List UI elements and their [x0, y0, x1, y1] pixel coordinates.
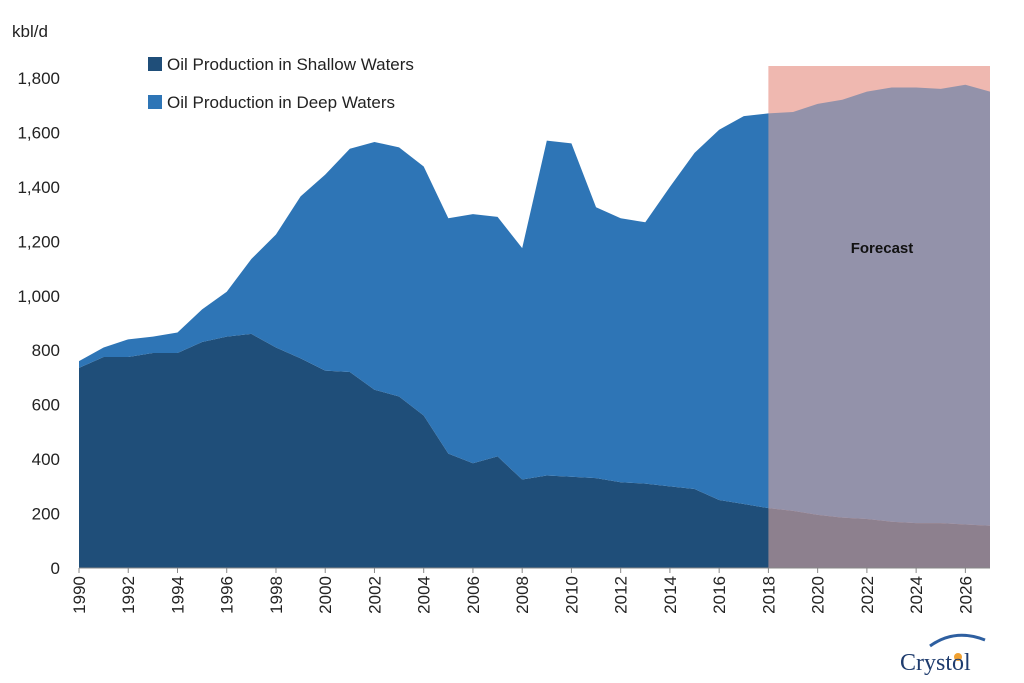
x-tick-label: 2016	[710, 576, 729, 614]
x-tick-label: 1994	[168, 576, 187, 614]
legend-label-deep: Oil Production in Deep Waters	[167, 93, 395, 112]
forecast-region-overlay	[768, 66, 990, 568]
x-tick-label: 2024	[907, 576, 926, 614]
forecast-label: Forecast	[851, 240, 914, 257]
x-tick-label: 1992	[119, 576, 138, 614]
x-tick-label: 2006	[464, 576, 483, 614]
crystol-logo: Crystol	[900, 633, 986, 676]
y-tick-label: 1,600	[17, 123, 60, 142]
x-tick-label: 1990	[70, 576, 89, 614]
y-tick-label: 200	[32, 505, 60, 524]
x-tick-label: 2022	[858, 576, 877, 614]
logo-text: Crystol	[900, 650, 971, 676]
x-tick-label: 2026	[956, 576, 975, 614]
x-tick-label: 2020	[809, 576, 828, 614]
legend-label-shallow: Oil Production in Shallow Waters	[167, 55, 414, 74]
logo-drop	[954, 653, 962, 661]
y-tick-label: 400	[32, 450, 60, 469]
y-tick-label: 1,000	[17, 287, 60, 306]
y-tick-label: 1,400	[17, 178, 60, 197]
x-tick-label: 2012	[612, 576, 631, 614]
x-tick-label: 1998	[267, 576, 286, 614]
x-tick-label: 2018	[759, 576, 778, 614]
y-tick-label: 800	[32, 341, 60, 360]
legend-swatch-deep	[148, 95, 162, 109]
y-tick-label: 0	[51, 559, 60, 578]
y-axis-unit-label: kbl/d	[12, 22, 48, 41]
area-series-deep	[79, 84, 990, 526]
y-tick-label: 1,800	[17, 69, 60, 88]
x-tick-label: 1996	[218, 576, 237, 614]
x-tick-label: 2014	[661, 576, 680, 614]
x-tick-label: 2008	[513, 576, 532, 614]
x-tick-label: 2010	[562, 576, 581, 614]
chart-legend: Oil Production in Shallow Waters Oil Pro…	[148, 55, 414, 112]
legend-swatch-shallow	[148, 57, 162, 71]
y-tick-label: 600	[32, 396, 60, 415]
x-tick-label: 2002	[365, 576, 384, 614]
x-tick-label: 2000	[316, 576, 335, 614]
x-tick-label: 2004	[415, 576, 434, 614]
y-tick-label: 1,200	[17, 232, 60, 251]
logo-swoosh	[929, 633, 986, 648]
area-series-shallow	[79, 333, 990, 568]
